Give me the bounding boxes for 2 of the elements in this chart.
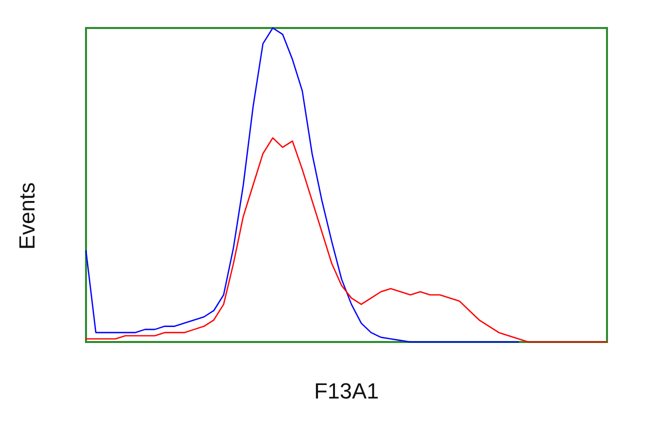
y-axis-title: Events bbox=[14, 182, 40, 250]
x-axis-title: F13A1 bbox=[314, 378, 379, 404]
